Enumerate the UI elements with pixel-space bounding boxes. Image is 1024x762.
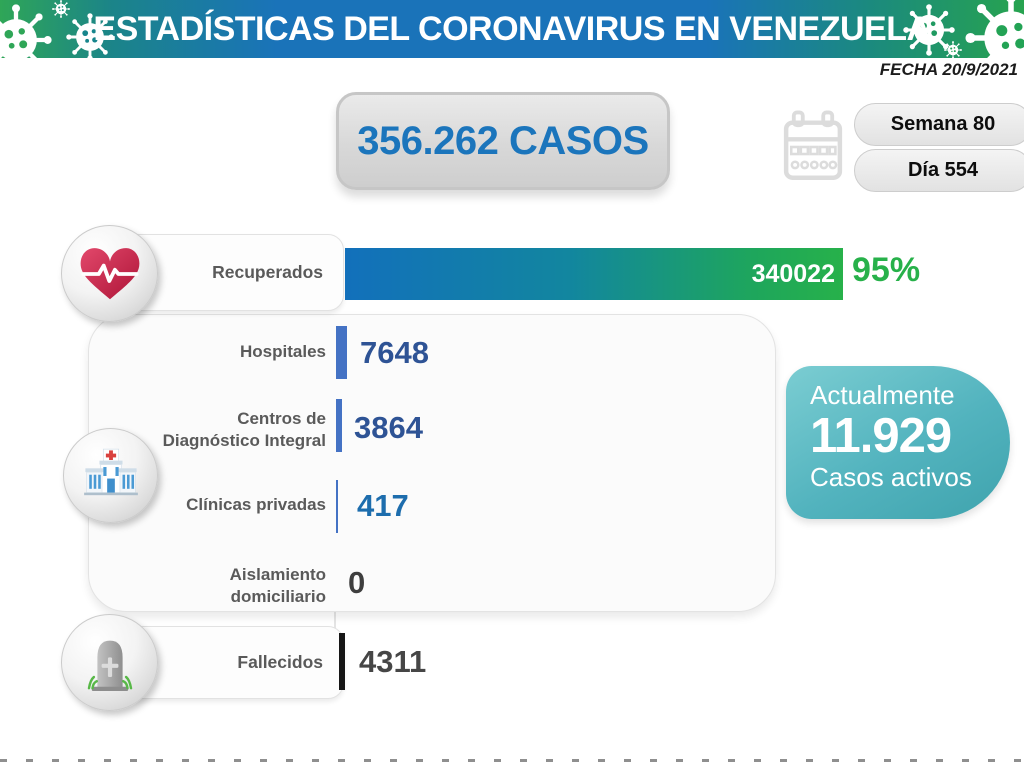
facilities-panel [88, 314, 776, 612]
facility-label-line: Centros de [237, 409, 326, 428]
day-badge: Día 554 [854, 149, 1024, 192]
active-cases-line2: Casos activos [810, 462, 972, 492]
recovered-percent: 95% [852, 251, 921, 289]
header-banner: ESTADÍSTICAS DEL CORONAVIRUS EN VENEZUEL… [0, 0, 1024, 58]
facility-bar-cdi [336, 399, 342, 452]
active-cases-value: 11.929 [810, 409, 952, 463]
facility-label-aislamiento: Aislamiento domiciliario [98, 564, 326, 608]
heart-pulse-icon [80, 247, 139, 299]
facility-label-line: Diagnóstico Integral [162, 431, 326, 450]
facility-bar-hospitales [336, 326, 347, 379]
facility-bar-clinicas [336, 480, 338, 533]
week-badge: Semana 80 [854, 103, 1024, 146]
page-bottom-border [0, 759, 1024, 762]
facility-value-hospitales: 7648 [360, 335, 429, 370]
recovered-badge [61, 225, 158, 322]
facilities-badge [63, 428, 158, 523]
facility-value-aislamiento: 0 [348, 565, 366, 600]
active-cases-line1: Actualmente [810, 380, 955, 410]
facility-value-clinicas: 417 [357, 488, 409, 523]
facility-label-hospitales: Hospitales [98, 341, 326, 363]
facility-label-line: Clínicas privadas [186, 495, 326, 514]
date-label: FECHA 20/9/2021 [879, 60, 1018, 79]
deceased-label: Fallecidos [237, 652, 323, 672]
active-cases-box: Actualmente 11.929 Casos activos [786, 366, 1010, 519]
tombstone-icon [87, 640, 132, 691]
recovered-bar: 340022 [345, 248, 843, 300]
total-cases-box: 356.262 CASOS [336, 92, 670, 190]
hospital-icon [83, 448, 138, 495]
total-cases-value: 356.262 CASOS [357, 119, 649, 163]
calendar-icon [783, 110, 843, 180]
facility-label-line: Aislamiento [229, 565, 326, 584]
page-title: ESTADÍSTICAS DEL CORONAVIRUS EN VENEZUEL… [93, 10, 931, 48]
deceased-badge [61, 614, 158, 711]
recovered-value: 340022 [751, 260, 835, 288]
recovered-label: Recuperados [212, 262, 323, 282]
facility-label-line: domiciliario [230, 587, 326, 606]
facility-label-line: Hospitales [240, 342, 326, 361]
facility-label-clinicas: Clínicas privadas [98, 494, 326, 516]
deceased-value: 4311 [359, 644, 427, 679]
facility-label-cdi: Centros de Diagnóstico Integral [98, 408, 326, 452]
deceased-bar [339, 633, 345, 690]
facility-value-cdi: 3864 [354, 410, 423, 445]
